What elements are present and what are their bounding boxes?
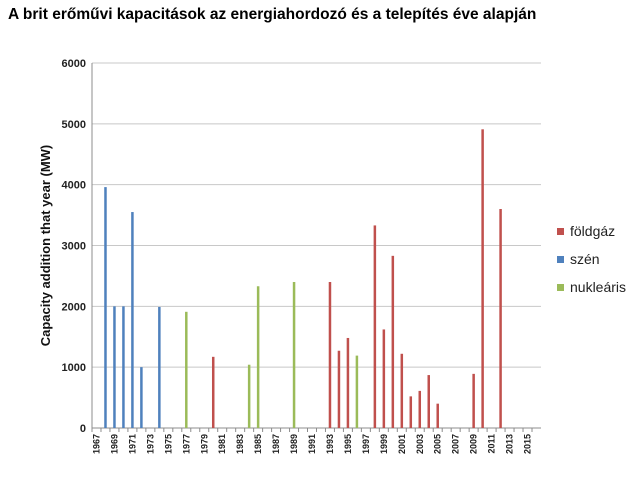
x-tick-label-1995: 1995 bbox=[343, 434, 353, 454]
bar-földgáz-2010 bbox=[481, 129, 484, 428]
x-tick-label-2007: 2007 bbox=[451, 434, 461, 454]
x-tick-label-2003: 2003 bbox=[415, 434, 425, 454]
y-tick-label-2000: 2000 bbox=[62, 301, 86, 313]
y-axis-title: Capacity addition that year (MW) bbox=[38, 145, 53, 347]
bar-földgáz-2002 bbox=[409, 396, 413, 428]
legend-item-nuklearis: nukleáris bbox=[557, 273, 626, 301]
legend-item-szen: szén bbox=[557, 245, 626, 273]
bar-szén-1969 bbox=[113, 306, 116, 428]
x-tick-label-1983: 1983 bbox=[235, 434, 245, 454]
x-tick-label-1981: 1981 bbox=[217, 434, 227, 454]
bar-földgáz-2012 bbox=[499, 209, 502, 428]
legend-label-szen: szén bbox=[570, 251, 600, 267]
x-tick-label-1973: 1973 bbox=[145, 434, 155, 454]
x-tick-label-1969: 1969 bbox=[109, 434, 119, 454]
y-tick-label-6000: 6000 bbox=[62, 58, 86, 70]
bar-földgáz-2009 bbox=[472, 373, 475, 428]
bar-földgáz-1999 bbox=[382, 329, 386, 428]
bar-földgáz-2000 bbox=[391, 255, 395, 428]
x-tick-label-1979: 1979 bbox=[199, 434, 209, 454]
x-tick-label-1985: 1985 bbox=[253, 434, 263, 454]
bar-földgáz-1994 bbox=[337, 350, 341, 428]
bar-nukleáris-1985 bbox=[256, 286, 260, 428]
x-tick-label-1993: 1993 bbox=[325, 434, 335, 454]
bar-földgáz-1995 bbox=[346, 337, 350, 428]
x-tick-label-1999: 1999 bbox=[379, 434, 389, 454]
bar-földgáz-1998 bbox=[373, 225, 377, 428]
x-tick-label-1991: 1991 bbox=[307, 434, 317, 454]
x-tick-label-2001: 2001 bbox=[397, 434, 407, 454]
legend-swatch-nuklearis bbox=[557, 283, 564, 291]
x-tick-label-1987: 1987 bbox=[271, 434, 281, 454]
y-tick-label-3000: 3000 bbox=[62, 241, 86, 253]
bar-földgáz-2004 bbox=[427, 375, 430, 428]
x-tick-label-2009: 2009 bbox=[469, 434, 479, 454]
bar-szén-1968 bbox=[104, 187, 107, 428]
x-tick-label-1967: 1967 bbox=[92, 434, 102, 454]
legend-label-foldgaz: földgáz bbox=[570, 223, 616, 239]
x-tick-label-1971: 1971 bbox=[127, 434, 137, 454]
chart-title: A brit erőművi kapacitások az energiahor… bbox=[8, 6, 537, 23]
bar-szén-1974 bbox=[158, 306, 161, 428]
bar-földgáz-1993 bbox=[328, 282, 332, 428]
x-tick-label-2013: 2013 bbox=[505, 434, 515, 454]
bar-szén-1971 bbox=[131, 212, 134, 428]
bar-földgáz-1980 bbox=[211, 356, 215, 428]
bar-nukleáris-1989 bbox=[292, 282, 296, 428]
legend-label-nuklearis: nukleáris bbox=[570, 279, 627, 295]
legend-swatch-foldgaz bbox=[557, 227, 564, 235]
legend-item-foldgaz: földgáz bbox=[557, 217, 626, 245]
bar-földgáz-2003 bbox=[418, 390, 422, 428]
bar-földgáz-2001 bbox=[400, 353, 404, 428]
y-tick-label-4000: 4000 bbox=[62, 180, 86, 192]
bar-nukleáris-1984 bbox=[247, 364, 251, 428]
bar-szén-1972 bbox=[140, 367, 143, 428]
bar-szén-1970 bbox=[122, 306, 125, 428]
x-tick-label-1975: 1975 bbox=[163, 434, 173, 454]
y-tick-label-0: 0 bbox=[80, 423, 86, 435]
bar-nukleáris-1996 bbox=[355, 355, 359, 428]
y-tick-label-1000: 1000 bbox=[62, 362, 86, 374]
x-tick-label-2015: 2015 bbox=[523, 434, 533, 454]
y-tick-label-5000: 5000 bbox=[62, 119, 86, 131]
chart-legend: földgáz szén nukleáris bbox=[557, 217, 626, 301]
bar-nukleáris-1977 bbox=[185, 311, 188, 428]
bar-földgáz-2005 bbox=[436, 403, 439, 428]
x-tick-label-2011: 2011 bbox=[487, 434, 497, 454]
legend-swatch-szen bbox=[557, 255, 564, 263]
x-tick-label-1977: 1977 bbox=[181, 434, 191, 454]
x-tick-label-1997: 1997 bbox=[361, 434, 371, 454]
x-tick-label-2005: 2005 bbox=[433, 434, 443, 454]
x-tick-label-1989: 1989 bbox=[289, 434, 299, 454]
